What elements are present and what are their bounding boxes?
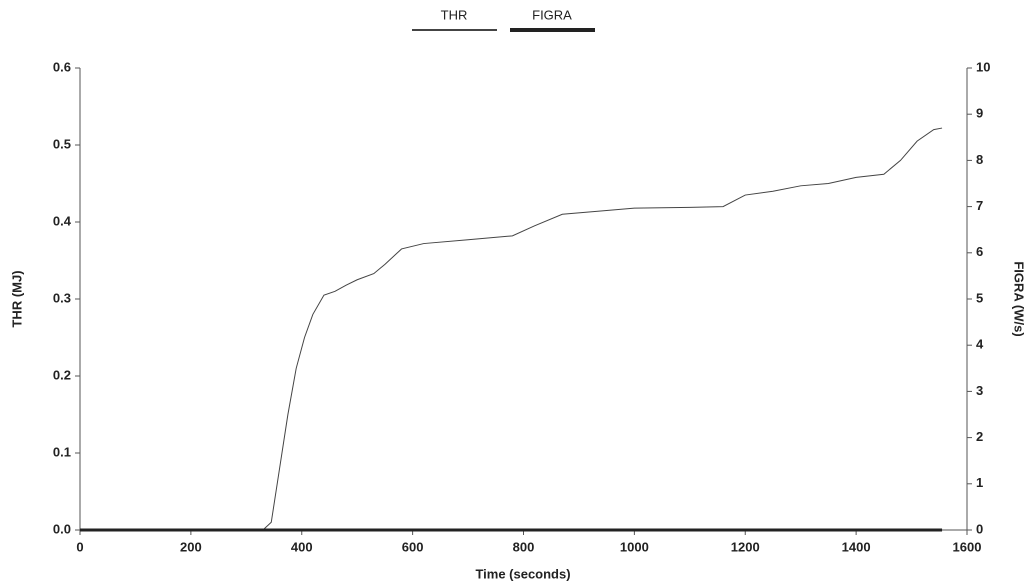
x-axis-label: Time (seconds) — [475, 566, 570, 581]
y2-tick-label: 5 — [976, 290, 983, 305]
y-tick-label: 0.4 — [53, 213, 72, 228]
x-tick-label: 1000 — [620, 539, 649, 554]
y2-tick-label: 8 — [976, 152, 983, 167]
y-tick-label: 0.2 — [53, 367, 71, 382]
y2-tick-label: 6 — [976, 244, 983, 259]
x-tick-label: 200 — [180, 539, 202, 554]
y2-tick-label: 3 — [976, 383, 983, 398]
x-tick-label: 600 — [402, 539, 424, 554]
x-tick-label: 0 — [76, 539, 83, 554]
y-tick-label: 0.6 — [53, 59, 71, 74]
y2-tick-label: 9 — [976, 106, 983, 121]
x-tick-label: 400 — [291, 539, 313, 554]
legend-label: THR — [441, 7, 468, 22]
y-tick-label: 0.1 — [53, 444, 71, 459]
y-tick-label: 0.3 — [53, 290, 71, 305]
x-tick-label: 800 — [513, 539, 535, 554]
x-tick-label: 1200 — [731, 539, 760, 554]
y2-tick-label: 4 — [976, 337, 984, 352]
series-line — [80, 127, 943, 531]
y2-tick-label: 2 — [976, 429, 983, 444]
legend-label: FIGRA — [532, 7, 572, 22]
y2-tick-label: 7 — [976, 198, 983, 213]
y2-axis-label: FIGRA (W/s) — [1012, 261, 1027, 336]
y2-tick-label: 10 — [976, 59, 990, 74]
x-tick-label: 1600 — [953, 539, 982, 554]
y-tick-label: 0.0 — [53, 521, 71, 536]
y2-tick-label: 0 — [976, 521, 983, 536]
y-axis-label: THR (MJ) — [9, 270, 24, 327]
x-tick-label: 1400 — [842, 539, 871, 554]
y-tick-label: 0.5 — [53, 136, 71, 151]
y2-tick-label: 1 — [976, 475, 983, 490]
